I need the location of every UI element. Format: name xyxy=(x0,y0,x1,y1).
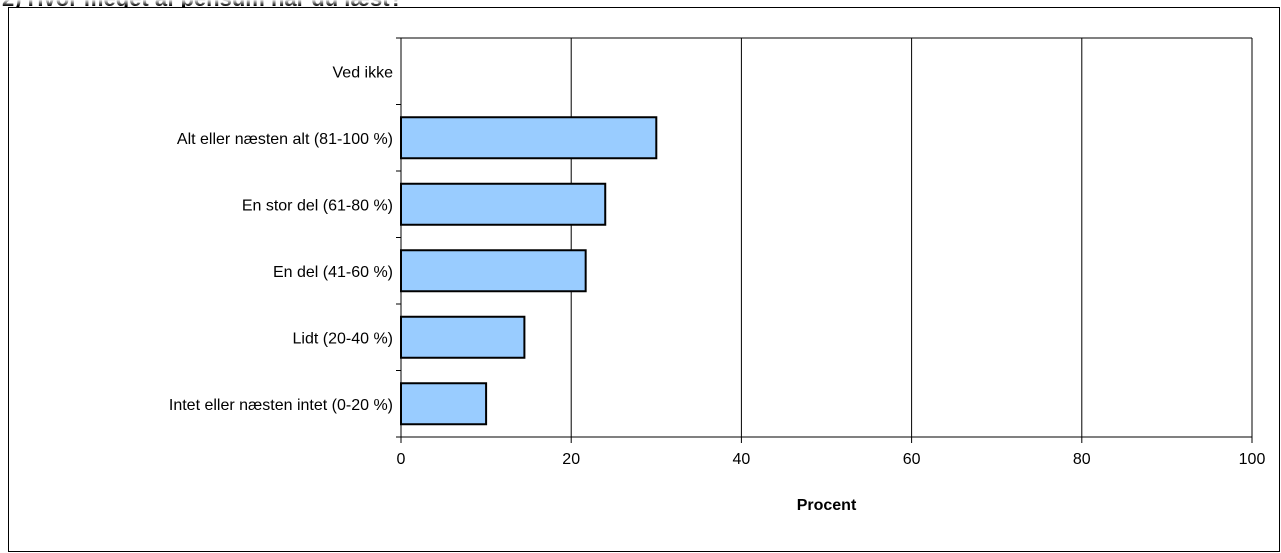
bar-chart: Ved ikke Alt eller næsten alt (81-100 %) E… xyxy=(169,37,1266,514)
gridlines xyxy=(401,37,1253,437)
category-label: Intet eller næsten intet (0-20 %) xyxy=(169,397,393,414)
category-label: En stor del (61-80 %) xyxy=(242,197,393,214)
x-axis-title: Procent xyxy=(797,497,857,514)
x-tick-label: 100 xyxy=(1239,451,1266,468)
bar xyxy=(400,182,607,226)
labels: Ved ikke Alt eller næsten alt (81-100 %) E… xyxy=(169,64,1266,468)
category-label: Ved ikke xyxy=(333,64,394,81)
category-label: En del (41-60 %) xyxy=(273,264,393,281)
category-label: Lidt (20-40 %) xyxy=(293,330,394,347)
category-label: Alt eller næsten alt (81-100 %) xyxy=(177,131,393,148)
x-tick-label: 20 xyxy=(562,451,580,468)
x-tick-label: 0 xyxy=(397,451,406,468)
x-tick-label: 40 xyxy=(733,451,751,468)
chart-frame: Ved ikke Alt eller næsten alt (81-100 %) E… xyxy=(8,7,1280,552)
bar xyxy=(400,249,587,293)
bars xyxy=(400,116,658,426)
x-tick-label: 60 xyxy=(903,451,921,468)
x-tick-label: 80 xyxy=(1073,451,1091,468)
bar xyxy=(400,382,488,426)
bar xyxy=(400,315,526,359)
bar xyxy=(400,116,658,160)
axes xyxy=(396,37,1253,443)
title-fade-overlay xyxy=(0,0,1281,6)
